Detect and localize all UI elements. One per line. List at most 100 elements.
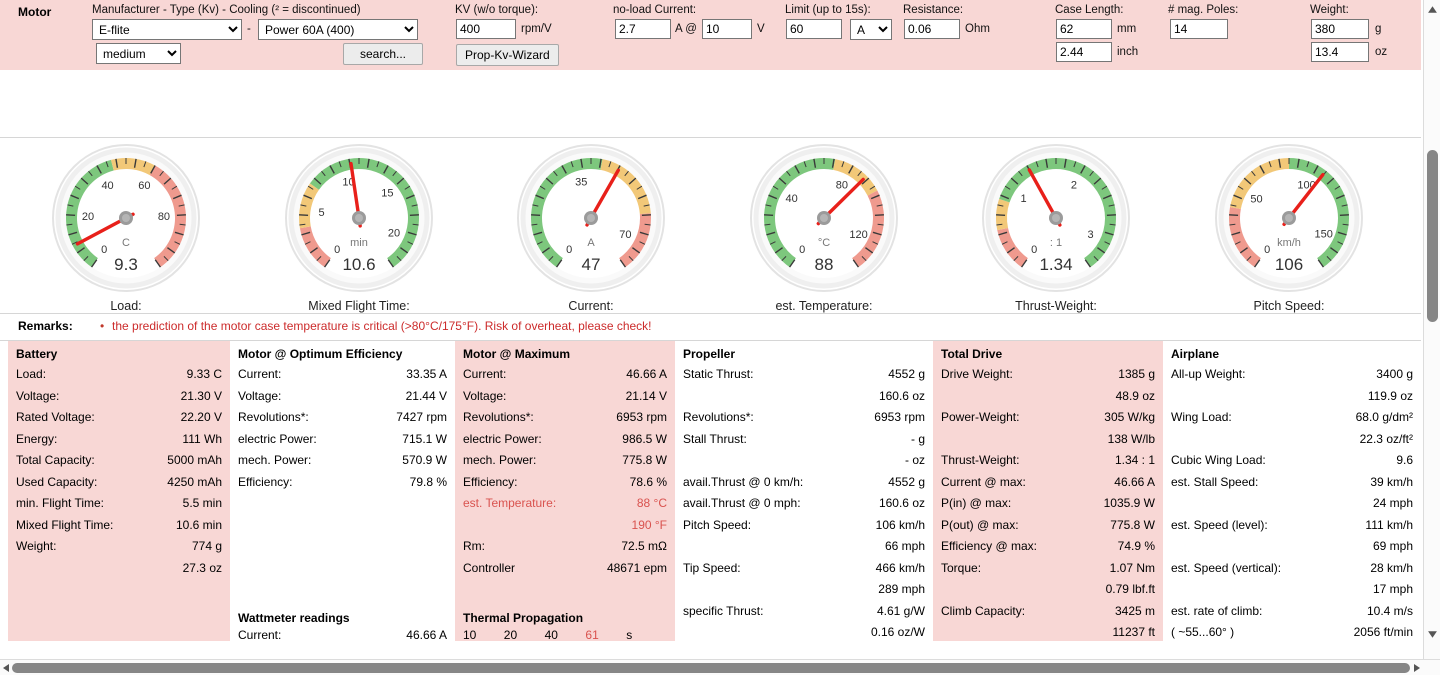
scroll-left-arrow-icon[interactable] [1, 663, 11, 673]
limit-input[interactable] [786, 19, 842, 39]
motor-cooling-select[interactable]: medium [96, 43, 181, 64]
divider-after-gauges [0, 313, 1421, 314]
result-value: 138 W/lb [1107, 431, 1155, 446]
kv-input[interactable] [456, 19, 516, 39]
result-row: Voltage: 21.14 V [463, 386, 667, 408]
result-key: Pitch Speed: [683, 517, 752, 532]
result-value: 4552 g [888, 474, 925, 489]
result-value: 4552 g [888, 367, 925, 381]
case-length-mm-input[interactable] [1056, 19, 1112, 39]
result-key: Power-Weight: [941, 410, 1020, 424]
result-row: Efficiency @ max: 74.9 % [941, 536, 1155, 558]
svg-text:1.34: 1.34 [1039, 255, 1072, 274]
svg-text:80: 80 [158, 211, 170, 223]
result-row: Revolutions*: 6953 rpm [463, 407, 667, 429]
result-key: avail.Thrust @ 0 mph: [683, 496, 801, 510]
gauge-caption: est. Temperature: [775, 299, 873, 313]
result-value: 1.07 Nm [1109, 560, 1155, 575]
svg-text:20: 20 [388, 228, 400, 240]
motor-section-label: Motor [18, 5, 52, 19]
result-value: 3425 m [1114, 603, 1155, 618]
result-key: Torque: [941, 560, 982, 575]
result-value: 66 mph [884, 539, 925, 553]
mag-poles-label: # mag. Poles: [1168, 4, 1239, 16]
noload-voltage-input[interactable] [702, 19, 752, 39]
result-row: avail.Thrust @ 0 mph: 160.6 oz [683, 493, 925, 515]
result-value: 46.66 A [1114, 474, 1155, 489]
result-row: Mixed Flight Time: 10.6 min [16, 515, 222, 537]
thermal-cell: 10 [463, 627, 477, 642]
noload-current-input[interactable] [615, 19, 671, 39]
remarks-bullet-icon: • [100, 319, 105, 333]
svg-text:80: 80 [836, 179, 848, 191]
result-row: Weight: 774 g [16, 536, 222, 558]
result-row: est. Speed (level): 111 km/h [1171, 515, 1413, 537]
result-row: Current @ max: 46.66 A [941, 472, 1155, 494]
result-value: 111 km/h [1365, 517, 1413, 532]
result-value: 9.6 [1396, 453, 1413, 467]
result-key: Current @ max: [941, 474, 1026, 489]
result-row: 0.79 lbf.ft [941, 579, 1155, 601]
scroll-up-arrow-icon[interactable] [1427, 4, 1438, 15]
results-columns: Battery Load: 9.33 C Voltage: 21.30 V Rated V… [0, 341, 1421, 644]
result-key: Current: [463, 367, 507, 381]
result-key: min. Flight Time: [16, 496, 105, 510]
gauge-dial: 0 20 40 60 80 C 9.3 [16, 142, 236, 297]
gauge-pitch-speed: 0 50 100 150 km/h 106 Pitch Speed: [1179, 142, 1399, 313]
motor-weight-g-input[interactable] [1311, 19, 1369, 39]
result-value: 190 °F [631, 517, 667, 532]
motor-search-button[interactable]: search... [343, 43, 423, 65]
motor-weight-g-unit: g [1375, 23, 1382, 35]
vertical-scrollbar[interactable] [1423, 0, 1440, 660]
svg-text:km/h: km/h [1277, 237, 1301, 249]
motor-type-select[interactable]: Power 60A (400) [258, 19, 418, 40]
svg-text:0: 0 [1031, 244, 1037, 256]
divider-after-inputs [0, 137, 1421, 138]
result-value: 986.5 W [622, 431, 667, 446]
result-row: min. Flight Time: 5.5 min [16, 493, 222, 515]
case-length-inch-input[interactable] [1056, 42, 1112, 62]
column-title: Total Drive [941, 347, 1003, 361]
result-row: Tip Speed: 466 km/h [683, 558, 925, 580]
layout-spacer [238, 558, 447, 580]
gauge-caption: Load: [110, 299, 142, 313]
svg-text:10.6: 10.6 [342, 255, 375, 274]
scroll-down-arrow-icon[interactable] [1427, 629, 1438, 640]
result-row: P(in) @ max: 1035.9 W [941, 493, 1155, 515]
column-title: Motor @ Optimum Efficiency [238, 347, 403, 361]
mag-poles-input[interactable] [1170, 19, 1228, 39]
result-row: mech. Power: 775.8 W [463, 450, 667, 472]
result-key: Load: [16, 367, 47, 381]
resistance-input[interactable] [904, 19, 960, 39]
gauge-dial: 0 40 80 120 °C 88 [714, 142, 934, 297]
vertical-scrollbar-thumb[interactable] [1427, 150, 1438, 322]
horizontal-scrollbar-thumb[interactable] [12, 663, 1410, 673]
result-row: Voltage: 21.44 V [238, 386, 447, 408]
result-row: 0.16 oz/W [683, 622, 925, 644]
result-key: Voltage: [463, 388, 507, 403]
motor-manufacturer-select[interactable]: E-flite [92, 19, 242, 40]
scroll-right-arrow-icon[interactable] [1412, 663, 1422, 673]
result-value: 4250 mAh [167, 474, 222, 489]
result-row: Static Thrust: 4552 g [683, 364, 925, 386]
results-column-motor-opt: Motor @ Optimum Efficiency Current: 33.35 … [230, 341, 455, 642]
results-column-motor-max: Motor @ Maximum Current: 46.66 A Voltage: 21… [455, 341, 675, 642]
remarks-bar: Remarks: • the prediction of the motor c… [0, 314, 1421, 340]
limit-unit-select[interactable]: A [850, 19, 892, 40]
svg-text:5: 5 [318, 207, 324, 219]
result-row: Load: 9.33 C [16, 364, 222, 386]
result-key: est. Stall Speed: [1171, 474, 1259, 489]
prop-kv-wizard-button[interactable]: Prop-Kv-Wizard [456, 44, 559, 66]
layout-spacer [463, 579, 667, 601]
svg-text:10: 10 [342, 176, 354, 188]
case-length-inch-unit: inch [1117, 46, 1139, 58]
column-title: Propeller [683, 347, 736, 361]
column-subtitle: Wattmeter readings [238, 610, 350, 625]
motor-weight-oz-input[interactable] [1311, 42, 1369, 62]
horizontal-scrollbar[interactable] [0, 659, 1440, 675]
result-key: Rated Voltage: [16, 410, 95, 424]
result-key: Revolutions*: [238, 410, 309, 424]
gauge-dial: 0 1 2 3: 1 1.34 [946, 142, 1166, 297]
result-value: 11237 ft [1112, 625, 1155, 639]
result-key: Mixed Flight Time: [16, 517, 114, 532]
